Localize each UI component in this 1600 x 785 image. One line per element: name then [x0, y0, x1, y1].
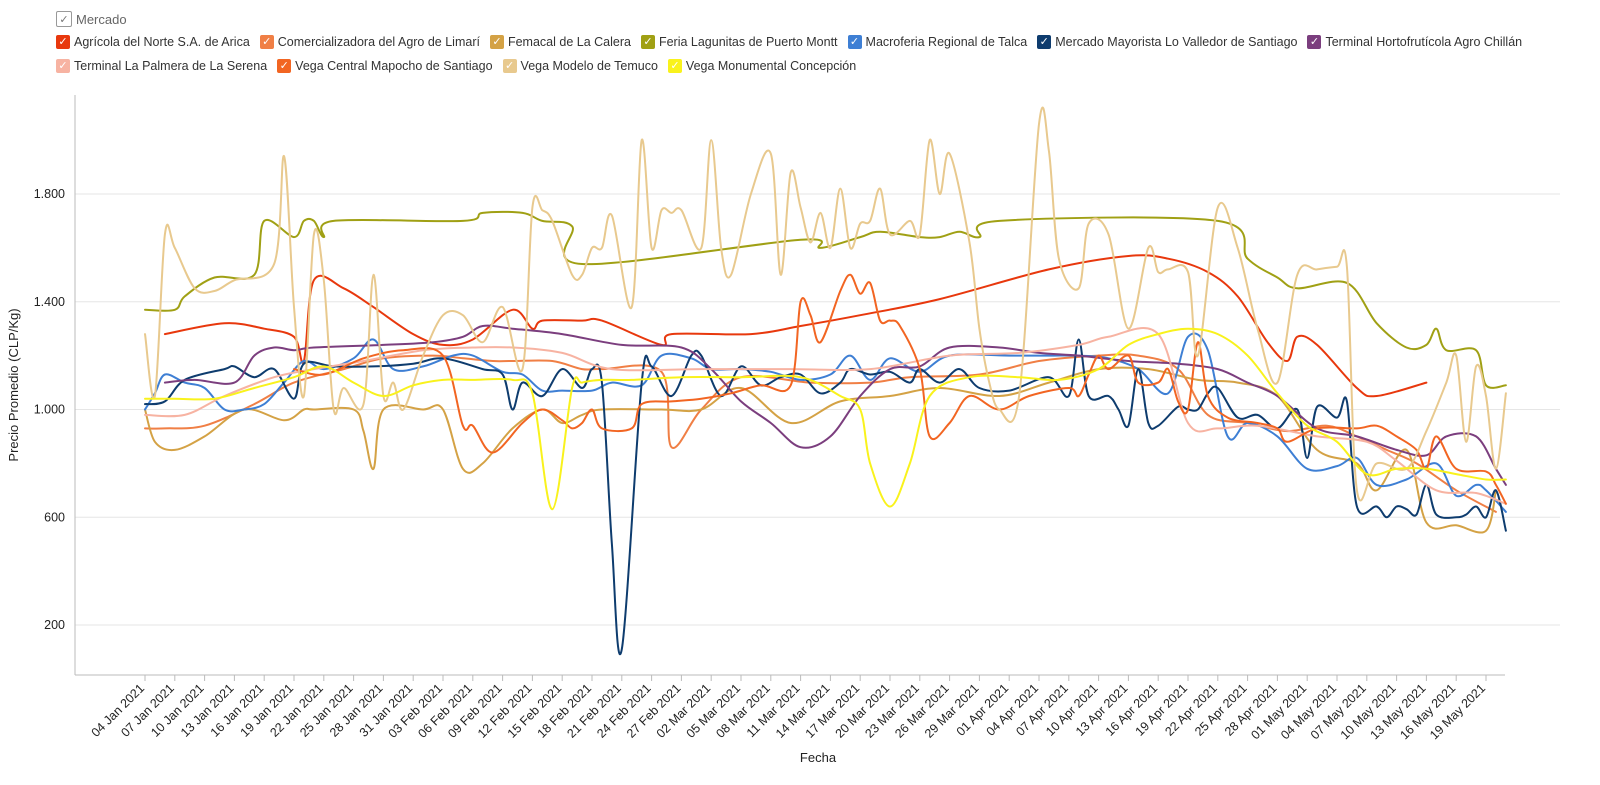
- legend-checkbox-icon[interactable]: ✓: [847, 35, 862, 49]
- series-line-3[interactable]: [144, 210, 1507, 389]
- legend-label: Feria Lagunitas de Puerto Montt: [658, 35, 838, 49]
- legend-label: Femacal de La Calera: [507, 35, 631, 49]
- y-tick-label: 1.400: [34, 295, 65, 309]
- y-tick-label: 1.000: [34, 403, 65, 417]
- legend-items: ✓ Agrícola del Norte S.A. de Arica ✓ Comerc…: [56, 30, 1576, 78]
- chart-legend: ✓ Mercado ✓ Agrícola del Norte S.A. de Ar…: [56, 8, 1576, 78]
- legend-label: Vega Monumental Concepción: [685, 59, 857, 73]
- legend-item[interactable]: ✓ Feria Lagunitas de Puerto Montt: [640, 35, 838, 49]
- series-line-5[interactable]: [144, 338, 1507, 656]
- legend-row: ✓ Agrícola del Norte S.A. de Arica ✓ Comerc…: [56, 30, 1576, 54]
- legend-item[interactable]: ✓ Macroferia Regional de Talca: [847, 35, 1028, 49]
- legend-header[interactable]: ✓ Mercado: [56, 8, 1576, 30]
- y-tick-label: 600: [44, 510, 65, 524]
- legend-item[interactable]: ✓ Vega Central Mapocho de Santiago: [277, 59, 493, 73]
- legend-label: Terminal Hortofrutícola Agro Chillán: [1325, 35, 1523, 49]
- legend-item[interactable]: ✓ Terminal La Palmera de La Serena: [56, 59, 267, 73]
- legend-label: Vega Central Mapocho de Santiago: [295, 59, 493, 73]
- x-axis-title: Fecha: [800, 750, 837, 765]
- series-group: [144, 106, 1507, 656]
- legend-item[interactable]: ✓ Agrícola del Norte S.A. de Arica: [56, 35, 250, 49]
- legend-checkbox-icon[interactable]: ✓: [56, 59, 70, 73]
- legend-checkbox-icon[interactable]: ✓: [502, 59, 517, 73]
- legend-checkbox-icon[interactable]: ✓: [489, 35, 504, 49]
- legend-label: Terminal La Palmera de La Serena: [74, 59, 268, 73]
- legend-label: Comercializadora del Agro de Limarí: [277, 35, 480, 49]
- y-tick-label: 200: [44, 618, 65, 632]
- y-tick-label: 1.800: [34, 187, 65, 201]
- y-axis: 200 600 1.000 1.400 1.800: [34, 187, 1560, 632]
- y-axis-title: Precio Promedio (CLP/Kg): [6, 308, 21, 461]
- series-line-8[interactable]: [293, 273, 1507, 505]
- legend-checkbox-icon[interactable]: ✓: [277, 59, 292, 73]
- legend-item[interactable]: ✓ Femacal de La Calera: [489, 35, 631, 49]
- legend-item[interactable]: ✓ Terminal Hortofrutícola Agro Chillán: [1307, 35, 1522, 49]
- legend-checkbox-icon[interactable]: ✓: [56, 35, 70, 49]
- legend-item[interactable]: ✓ Comercializadora del Agro de Limarí: [259, 35, 480, 49]
- legend-label: Agrícola del Norte S.A. de Arica: [74, 35, 250, 49]
- legend-checkbox-icon[interactable]: ✓: [1037, 35, 1052, 49]
- legend-label: Macroferia Regional de Talca: [865, 35, 1028, 49]
- legend-checkbox-icon[interactable]: ✓: [259, 35, 274, 49]
- legend-label: Vega Modelo de Temuco: [520, 59, 658, 73]
- legend-item[interactable]: ✓ Vega Modelo de Temuco: [502, 59, 658, 73]
- series-line-2[interactable]: [144, 366, 1497, 534]
- legend-checkbox-icon[interactable]: ✓: [667, 59, 682, 73]
- legend-checkbox-icon[interactable]: ✓: [1307, 35, 1322, 49]
- legend-checkbox-icon[interactable]: ✓: [640, 35, 655, 49]
- legend-item[interactable]: ✓ Mercado Mayorista Lo Valledor de Santia…: [1037, 35, 1297, 49]
- series-line-9[interactable]: [144, 106, 1507, 502]
- series-line-10[interactable]: [144, 327, 1507, 511]
- series-line-6[interactable]: [163, 324, 1507, 486]
- legend-label: Mercado Mayorista Lo Valledor de Santiag…: [1055, 35, 1298, 49]
- series-line-7[interactable]: [144, 327, 1507, 505]
- series-line-0[interactable]: [163, 254, 1428, 398]
- legend-title: Mercado: [76, 11, 127, 27]
- legend-row: ✓ Terminal La Palmera de La Serena ✓ Vega C…: [56, 54, 1576, 78]
- legend-toggle-all-checkbox[interactable]: ✓: [56, 11, 72, 27]
- legend-item[interactable]: ✓ Vega Monumental Concepción: [667, 59, 857, 73]
